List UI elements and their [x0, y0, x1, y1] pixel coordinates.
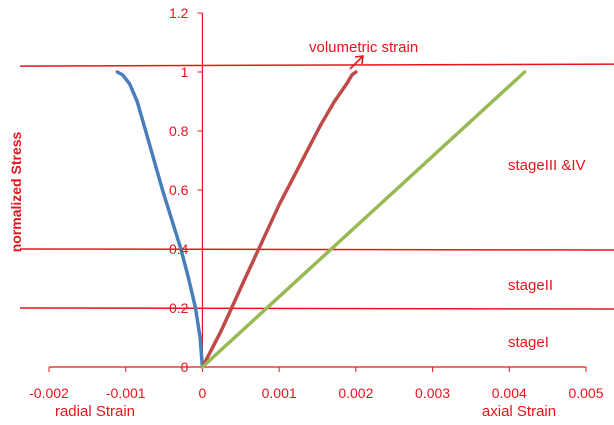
x-tick-label: 0.004	[492, 385, 527, 401]
series-line-3	[200, 70, 527, 369]
x-tick-label: 0.002	[338, 385, 373, 401]
volumetric-strain-arrow	[349, 55, 364, 70]
series-line-1	[115, 70, 205, 369]
x-tick-label: 0.001	[262, 385, 297, 401]
volumetric-strain-annotation: volumetric strain	[309, 39, 418, 56]
stage-lines	[19, 63, 614, 310]
stage-boundary-line	[19, 248, 614, 251]
stage-1-label: stageI	[508, 334, 549, 351]
stage-3-4-label: stageIII &IV	[508, 157, 586, 174]
y-axis-label: normalized Stress	[8, 131, 24, 252]
series-line-2	[200, 70, 358, 369]
y-tick-label: 1.2	[169, 5, 189, 21]
tick-labels: -0.002 -0.001 0 0.001 0.002 0.003 0.004 0.005 0 0…	[29, 5, 604, 401]
x-axis-label-axial: axial Strain	[482, 403, 556, 420]
x-tick-label: 0.003	[415, 385, 450, 401]
stage-boundary-line	[19, 63, 614, 67]
x-tick-label: 0.005	[568, 385, 603, 401]
x-tick-label: -0.002	[29, 385, 69, 401]
series-lines	[115, 70, 527, 369]
stage-boundary-line	[19, 307, 614, 310]
y-tick-label: 0.6	[169, 182, 189, 198]
x-tick-label: -0.001	[106, 385, 146, 401]
x-axis-label-radial: radial Strain	[55, 403, 135, 420]
y-tick-label: 1	[181, 64, 189, 80]
y-tick-label: 0.4	[169, 241, 189, 257]
axes	[48, 12, 587, 372]
y-tick-label: 0.2	[169, 300, 189, 316]
stage-2-label: stageII	[508, 277, 553, 294]
x-tick-label: 0	[199, 385, 207, 401]
y-tick-label: 0.8	[169, 123, 189, 139]
y-tick-label: 0	[181, 359, 189, 375]
